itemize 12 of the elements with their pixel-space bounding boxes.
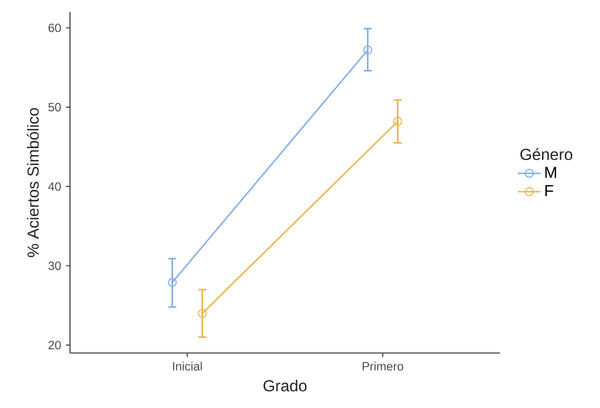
legend-title: Género (520, 148, 572, 160)
x-tick-label: Inicial (173, 362, 202, 371)
legend-label: F (545, 185, 554, 196)
x-axis-title: Grado (264, 380, 307, 392)
legend-label: M (545, 166, 556, 178)
y-tick-label: 30 (48, 262, 61, 270)
y-axis-title: % Aciertos Simbólico (26, 108, 39, 258)
y-tick-label: 20 (48, 340, 61, 350)
x-tick-label: Primero (362, 362, 404, 371)
y-tick-label: 60 (48, 24, 61, 32)
y-tick-label: 50 (48, 102, 61, 112)
y-tick-label: 40 (48, 182, 61, 191)
